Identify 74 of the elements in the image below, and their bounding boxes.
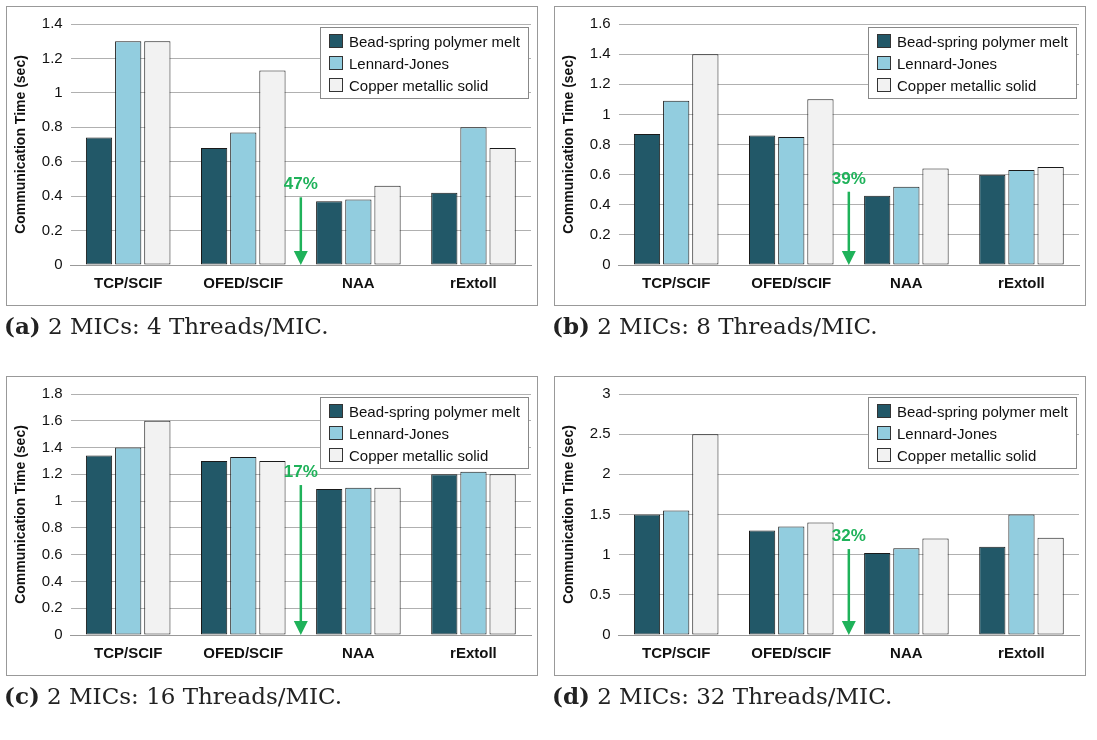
x-tick-label: rExtoll — [450, 274, 497, 292]
annotation: 47% — [283, 174, 318, 194]
y-tick-label: 0.4 — [41, 571, 63, 589]
legend-label: Lennard-Jones — [349, 54, 450, 72]
x-tick-label: TCP/SCIF — [642, 644, 711, 662]
x-tick-label: rExtoll — [998, 644, 1045, 662]
legend-label: Copper metallic solid — [897, 446, 1037, 464]
text: (a) 2 MICs: 4 Threads/MIC. — [4, 312, 329, 339]
text: (c) 2 MICs: 16 Threads/MIC. — [4, 682, 343, 709]
y-tick-label: 0.6 — [589, 164, 611, 182]
y-tick-label: 0.2 — [41, 220, 63, 238]
legend-label: Copper metallic solid — [897, 76, 1037, 94]
y-tick-label: 0.4 — [41, 186, 63, 204]
y-tick-label: 0.4 — [589, 194, 611, 212]
legend-label: Bead-spring polymer melt — [897, 32, 1068, 50]
legend-label: Copper metallic solid — [349, 76, 489, 94]
y-axis-title: Communication Time (sec) — [12, 425, 29, 604]
y-tick-label: 1 — [602, 104, 611, 122]
y-axis-title: Communication Time (sec) — [560, 55, 577, 234]
y-tick-label: 0.8 — [41, 518, 63, 536]
y-tick-label: 2 — [602, 464, 611, 482]
annotation: 32% — [831, 526, 866, 546]
y-axis-title: Communication Time (sec) — [12, 55, 29, 234]
x-tick-label: OFED/SCIF — [751, 644, 832, 662]
legend-label: Copper metallic solid — [349, 446, 489, 464]
y-tick-label: 0.5 — [589, 584, 611, 602]
y-tick-label: 1.4 — [41, 437, 63, 455]
y-tick-label: 1.4 — [41, 14, 63, 32]
legend-label: Lennard-Jones — [349, 424, 450, 442]
x-tick-label: TCP/SCIF — [94, 274, 163, 292]
legend-label: Bead-spring polymer melt — [897, 402, 1068, 420]
y-tick-label: 0 — [54, 255, 63, 273]
legend-label: Lennard-Jones — [897, 54, 998, 72]
y-tick-label: 0.6 — [41, 151, 63, 169]
y-tick-label: 1.2 — [41, 464, 63, 482]
y-tick-label: 0.2 — [41, 598, 63, 616]
x-tick-label: TCP/SCIF — [94, 644, 163, 662]
legend-label: Lennard-Jones — [897, 424, 998, 442]
y-tick-label: 1 — [54, 83, 63, 100]
legend-label: Bead-spring polymer melt — [349, 402, 520, 420]
y-axis-title: Communication Time (sec) — [560, 425, 577, 604]
x-tick-label: rExtoll — [450, 644, 497, 662]
legend-label: Bead-spring polymer melt — [349, 32, 520, 50]
y-tick-label: 1.5 — [589, 504, 611, 522]
y-tick-label: 0.6 — [41, 544, 63, 562]
y-tick-label: 2.5 — [589, 424, 611, 442]
y-tick-label: 0.8 — [589, 134, 611, 152]
y-tick-label: 0.2 — [589, 225, 611, 243]
y-tick-label: 0 — [602, 625, 611, 643]
text: (b) 2 MICs: 8 Threads/MIC. — [552, 312, 878, 339]
annotation: 17% — [283, 462, 318, 482]
y-tick-label: 0 — [602, 255, 611, 273]
y-tick-label: 1.4 — [589, 44, 611, 62]
x-tick-label: rExtoll — [998, 274, 1045, 292]
y-tick-label: 1.2 — [589, 74, 611, 92]
y-tick-label: 1.8 — [41, 384, 63, 402]
y-tick-label: 1.2 — [41, 48, 63, 66]
x-tick-label: NAA — [342, 274, 375, 292]
y-tick-label: 1.6 — [589, 14, 611, 32]
y-tick-label: 3 — [602, 384, 611, 402]
annotation: 39% — [831, 168, 866, 188]
x-tick-label: OFED/SCIF — [751, 274, 832, 292]
x-tick-label: NAA — [342, 644, 375, 662]
y-tick-label: 0 — [54, 625, 63, 643]
x-tick-label: OFED/SCIF — [203, 274, 284, 292]
x-tick-label: NAA — [890, 644, 923, 662]
y-tick-label: 0.8 — [41, 117, 63, 135]
x-tick-label: OFED/SCIF — [203, 644, 284, 662]
y-tick-label: 1 — [54, 491, 63, 509]
y-tick-label: 1.6 — [41, 410, 63, 428]
x-tick-label: NAA — [890, 274, 923, 292]
x-tick-label: TCP/SCIF — [642, 274, 711, 292]
y-tick-label: 1 — [602, 544, 611, 562]
text: (d) 2 MICs: 32 Threads/MIC. — [552, 682, 893, 709]
